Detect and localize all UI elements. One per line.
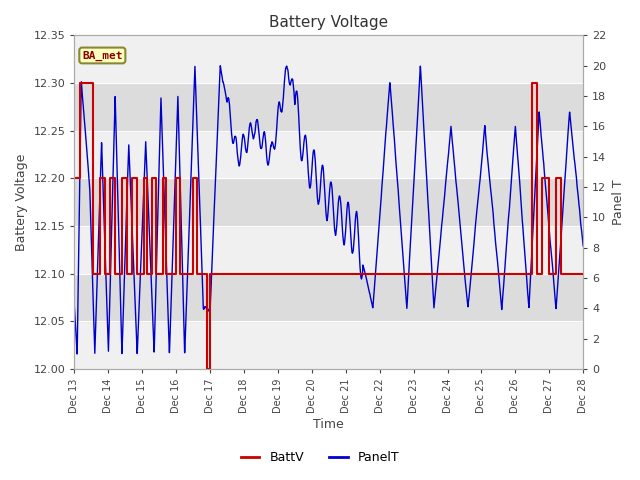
Bar: [74, 322, 583, 369]
X-axis label: Time: Time: [314, 419, 344, 432]
Bar: [74, 179, 583, 226]
Bar: [74, 83, 583, 131]
Title: Battery Voltage: Battery Voltage: [269, 15, 388, 30]
Text: BA_met: BA_met: [82, 50, 123, 60]
Bar: [74, 131, 583, 179]
Bar: [74, 274, 583, 322]
Bar: [74, 226, 583, 274]
Bar: [74, 36, 583, 83]
Legend: BattV, PanelT: BattV, PanelT: [236, 446, 404, 469]
Y-axis label: Panel T: Panel T: [612, 180, 625, 225]
Y-axis label: Battery Voltage: Battery Voltage: [15, 154, 28, 251]
